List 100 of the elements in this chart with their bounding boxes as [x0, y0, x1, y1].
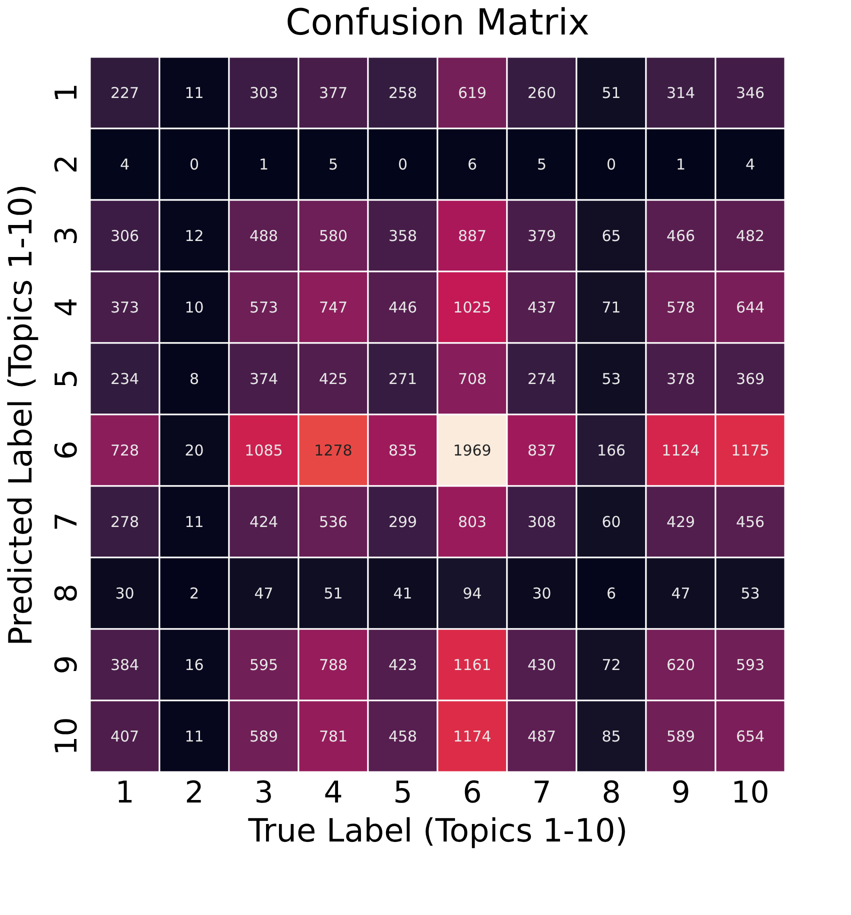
x-tick-label: 6 [462, 776, 482, 810]
data-label: 16 [184, 656, 204, 674]
data-label: 1278 [314, 441, 352, 460]
data-label: 0 [606, 155, 616, 174]
data-label: 1969 [453, 441, 492, 460]
data-label: 644 [736, 298, 765, 316]
y-tick-label: 10 [50, 717, 84, 756]
data-label: 5 [328, 155, 338, 174]
y-tick-label: 5 [50, 369, 84, 388]
data-label: 747 [318, 298, 348, 316]
data-label: 30 [532, 584, 552, 602]
data-label: 2 [189, 584, 200, 602]
data-label: 299 [388, 512, 418, 531]
data-label: 487 [527, 727, 556, 746]
data-label: 708 [458, 370, 487, 388]
data-label: 271 [388, 370, 418, 388]
data-label: 30 [115, 584, 134, 602]
data-label: 11 [184, 512, 204, 531]
data-label: 589 [249, 727, 278, 746]
x-tick-label: 8 [602, 776, 621, 810]
data-label: 578 [666, 298, 696, 316]
data-label: 53 [602, 370, 621, 388]
data-label: 0 [398, 155, 408, 174]
data-label: 303 [249, 84, 278, 102]
data-label: 1161 [453, 656, 492, 674]
data-label: 374 [249, 370, 278, 388]
x-tick-label: 5 [393, 776, 412, 810]
data-label: 308 [527, 512, 556, 531]
data-label: 573 [249, 298, 278, 316]
x-tick-label: 3 [254, 776, 274, 810]
data-label: 10 [184, 298, 204, 316]
data-label: 589 [666, 727, 696, 746]
data-label: 0 [189, 155, 200, 174]
data-label: 593 [736, 656, 765, 674]
data-label: 423 [388, 656, 418, 674]
data-label: 258 [388, 84, 418, 102]
x-axis-title: True Label (Topics 1-10) [247, 812, 628, 850]
data-label: 580 [318, 226, 348, 245]
data-label: 6 [606, 584, 616, 602]
x-tick-label: 7 [532, 776, 552, 810]
data-label: 6 [467, 155, 478, 174]
data-label: 11 [184, 727, 204, 746]
data-label: 47 [254, 584, 274, 602]
data-label: 595 [249, 656, 278, 674]
data-label: 53 [740, 584, 760, 602]
data-label: 234 [110, 370, 140, 388]
data-label: 4 [745, 155, 756, 174]
data-label: 260 [527, 84, 556, 102]
data-label: 373 [110, 298, 140, 316]
data-label: 72 [602, 656, 621, 674]
data-label: 1175 [731, 441, 770, 460]
data-label: 20 [184, 441, 204, 460]
data-label: 1085 [244, 441, 283, 460]
data-label: 8 [189, 370, 200, 388]
data-label: 446 [388, 298, 418, 316]
y-tick-label: 3 [50, 226, 84, 246]
data-label: 803 [458, 512, 487, 531]
data-label: 5 [536, 155, 547, 174]
data-label: 166 [596, 441, 626, 460]
y-tick-label: 1 [50, 83, 84, 102]
data-label: 620 [666, 656, 696, 674]
data-label: 369 [736, 370, 765, 388]
data-label: 407 [110, 727, 140, 746]
data-label: 378 [666, 370, 696, 388]
data-label: 654 [736, 727, 765, 746]
data-label: 788 [318, 656, 348, 674]
data-label: 51 [602, 84, 621, 102]
y-tick-label: 2 [50, 154, 84, 174]
data-label: 346 [736, 84, 765, 102]
data-label: 60 [602, 512, 621, 531]
data-label: 728 [110, 441, 140, 460]
y-tick-label: 9 [50, 655, 84, 674]
data-label: 425 [318, 370, 348, 388]
data-label: 306 [110, 226, 140, 245]
x-tick-label: 9 [671, 776, 690, 810]
data-label: 278 [110, 512, 140, 531]
data-label: 11 [184, 84, 204, 102]
data-label: 4 [120, 155, 130, 174]
x-tick-label: 4 [324, 776, 343, 810]
data-label: 12 [184, 226, 204, 245]
data-label: 619 [458, 84, 487, 102]
data-label: 1 [676, 155, 686, 174]
x-tick-label: 10 [731, 776, 770, 810]
data-label: 437 [527, 298, 556, 316]
y-tick-label: 7 [50, 512, 84, 532]
data-label: 41 [393, 584, 412, 602]
data-label: 379 [527, 226, 556, 245]
data-label: 1124 [662, 441, 700, 460]
y-tick-label: 6 [50, 440, 84, 460]
data-label: 456 [736, 512, 765, 531]
data-label: 377 [318, 84, 348, 102]
data-label: 94 [462, 584, 482, 602]
data-label: 887 [458, 226, 487, 245]
data-label: 51 [324, 584, 343, 602]
data-label: 458 [388, 727, 418, 746]
data-label: 1174 [453, 727, 492, 746]
y-tick-label: 8 [50, 584, 84, 603]
data-label: 65 [602, 226, 621, 245]
y-tick-label: 4 [50, 298, 84, 317]
y-axis-title: Predicted Label (Topics 1-10) [2, 184, 40, 646]
